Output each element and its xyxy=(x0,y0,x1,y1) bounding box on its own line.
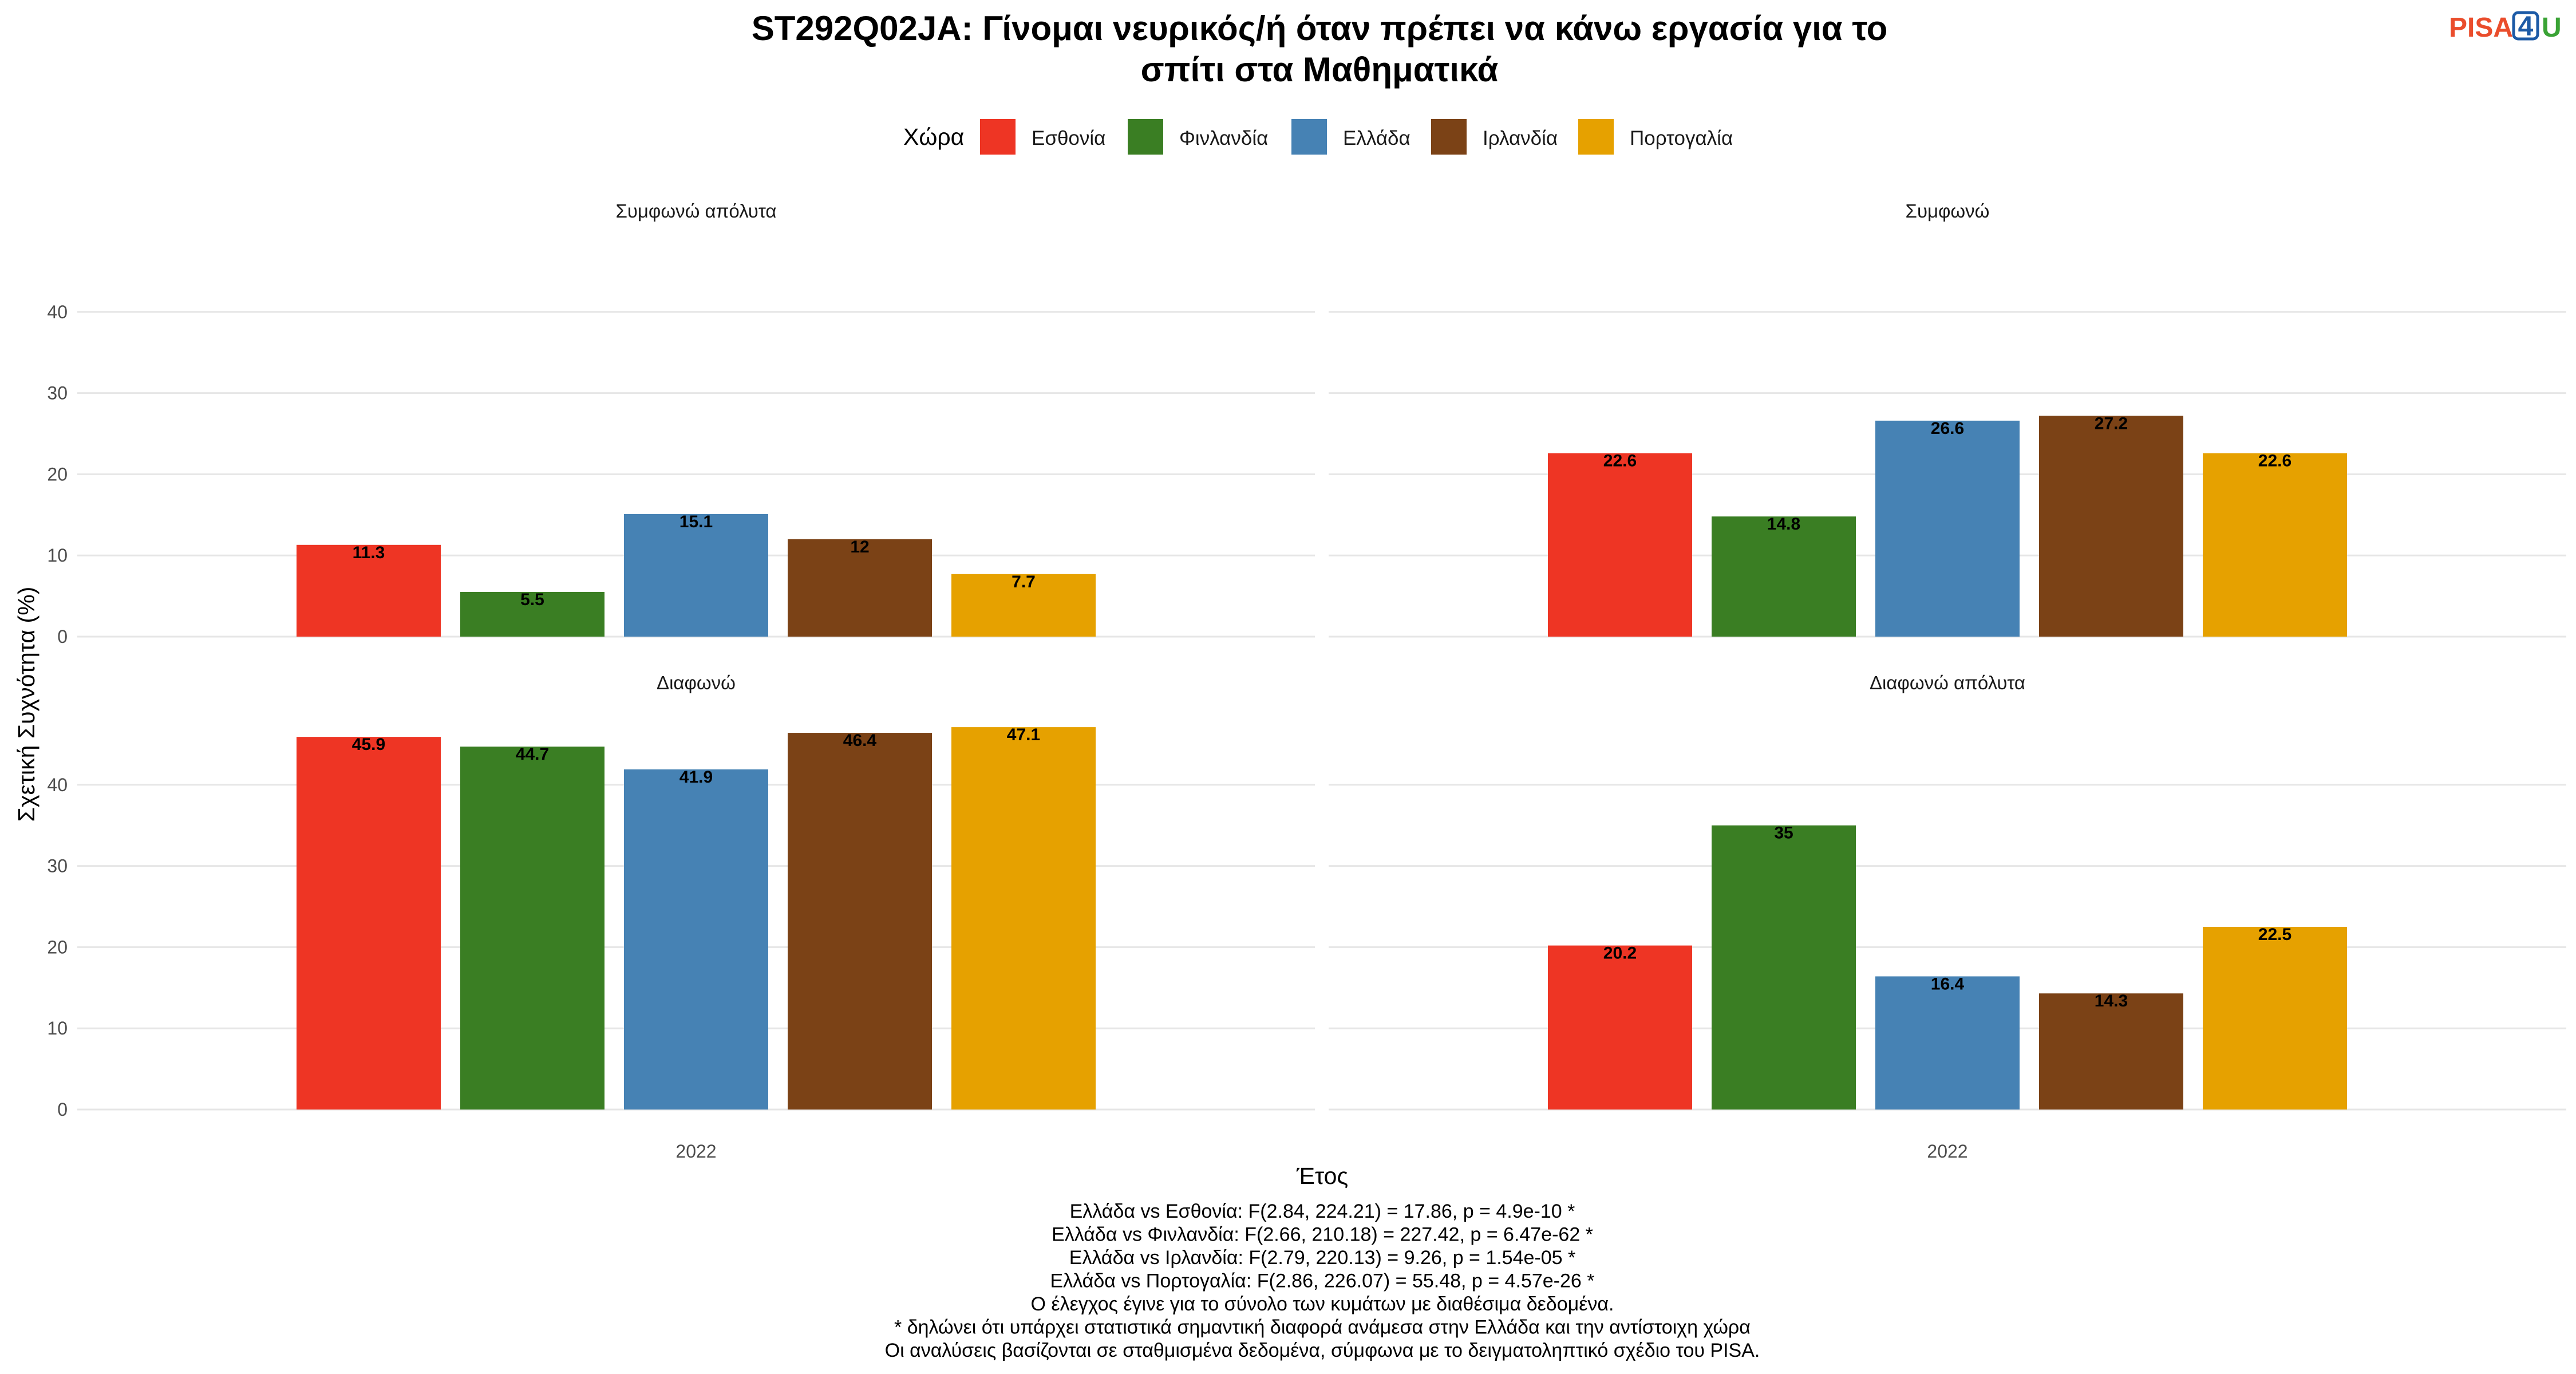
bar-0-3 xyxy=(788,539,932,637)
y-tick-label-2-0: 0 xyxy=(57,1099,68,1120)
bar-value-label-0-4: 7.7 xyxy=(1012,572,1036,591)
bar-value-label-1-2: 26.6 xyxy=(1931,419,1964,438)
bar-3-1 xyxy=(1712,825,1856,1110)
bar-value-label-0-3: 12 xyxy=(850,538,869,556)
bar-3-0 xyxy=(1548,945,1692,1110)
facet-panel-0: Συμφωνώ απόλυτα 0 10 20 30 40 11.3 5.5 15.1 12 7.7 xyxy=(47,200,1315,647)
facet-panels: Συμφωνώ απόλυτα 0 10 20 30 40 11.3 5.5 15.1 12 7.7… xyxy=(47,200,2566,1162)
legend-label-4: Πορτογαλία xyxy=(1630,127,1733,149)
y-tick-label-2-4: 40 xyxy=(47,775,68,795)
chart-title-line-2: σπίτι στα Μαθηματικά xyxy=(1141,50,1499,89)
bar-0-0 xyxy=(297,544,441,637)
footnote-1: Ελλάδα vs Φινλανδία: F(2.66, 210.18) = 2… xyxy=(1052,1224,1593,1246)
y-tick-label-2-3: 30 xyxy=(47,856,68,876)
y-tick-label-2-2: 20 xyxy=(47,937,68,957)
bar-0-4 xyxy=(951,574,1096,637)
bar-value-label-2-3: 46.4 xyxy=(843,731,877,750)
footnote-0: Ελλάδα vs Εσθονία: F(2.84, 224.21) = 17.… xyxy=(1070,1201,1575,1222)
x-axis-title: Έτος xyxy=(1296,1163,1348,1189)
x-tick-label-3: 2022 xyxy=(1927,1141,1967,1162)
bar-value-label-3-3: 14.3 xyxy=(2095,992,2128,1010)
chart-title-line-1: ST292Q02JA: Γίνομαι νευρικός/ή όταν πρέπ… xyxy=(752,9,1888,48)
y-tick-label-0-3: 30 xyxy=(47,383,68,404)
logo-box xyxy=(2512,11,2539,41)
y-tick-label-2-1: 10 xyxy=(47,1018,68,1039)
bar-1-4 xyxy=(2203,453,2347,637)
y-tick-label-0-4: 40 xyxy=(47,302,68,322)
bar-value-label-2-2: 41.9 xyxy=(679,768,713,787)
logo-text-u: U xyxy=(2542,13,2562,43)
x-tick-label-2: 2022 xyxy=(675,1141,716,1162)
legend-title: Χώρα xyxy=(903,124,964,150)
logo-text-4: 4 xyxy=(2518,11,2534,42)
legend-swatch-3 xyxy=(1431,119,1467,155)
bar-value-label-2-1: 44.7 xyxy=(516,745,549,764)
bar-3-4 xyxy=(2203,926,2347,1110)
bar-value-label-1-3: 27.2 xyxy=(2095,414,2128,433)
legend-label-0: Εσθονία xyxy=(1032,127,1105,149)
bar-value-label-3-1: 35 xyxy=(1774,824,1793,843)
legend-label-3: Ιρλανδία xyxy=(1483,127,1558,149)
bar-value-label-1-4: 22.6 xyxy=(2258,452,2291,471)
bar-2-4 xyxy=(951,727,1096,1110)
bar-value-label-2-0: 45.9 xyxy=(352,735,385,754)
facet-title-3: Διαφωνώ απόλυτα xyxy=(1870,672,2025,693)
bar-3-3 xyxy=(2039,993,2183,1110)
bar-1-3 xyxy=(2039,416,2183,637)
bar-2-1 xyxy=(460,747,605,1110)
bar-1-1 xyxy=(1712,516,1856,637)
legend-label-2: Ελλάδα xyxy=(1343,127,1411,149)
footnote-5: * δηλώνει ότι υπάρχει στατιστικά σημαντι… xyxy=(894,1317,1751,1339)
bar-value-label-0-2: 15.1 xyxy=(679,512,713,531)
facet-title-1: Συμφωνώ xyxy=(1906,200,1990,222)
bar-0-2 xyxy=(624,514,768,637)
footnotes: Ελλάδα vs Εσθονία: F(2.84, 224.21) = 17.… xyxy=(885,1201,1760,1361)
legend-swatch-1 xyxy=(1128,119,1163,155)
bar-value-label-2-4: 47.1 xyxy=(1007,725,1040,744)
bar-value-label-3-4: 22.5 xyxy=(2258,925,2291,944)
bar-0-1 xyxy=(460,592,605,637)
facet-panel-3: Διαφωνώ απόλυτα 20.2 35 16.4 14.3 22.5 2022 xyxy=(1329,672,2566,1162)
footnote-3: Ελλάδα vs Πορτογαλία: F(2.86, 226.07) = … xyxy=(1050,1270,1595,1292)
footnote-6: Οι αναλύσεις βασίζονται σε σταθμισμένα δ… xyxy=(885,1340,1760,1361)
logo-text-pisa: PISA xyxy=(2449,13,2513,43)
bar-2-0 xyxy=(297,737,441,1110)
bar-1-2 xyxy=(1875,420,2020,637)
bar-3-2 xyxy=(1875,976,2020,1110)
bar-2-3 xyxy=(788,733,932,1110)
bar-1-0 xyxy=(1548,453,1692,637)
facet-title-0: Συμφωνώ απόλυτα xyxy=(615,200,776,222)
facet-panel-1: Συμφωνώ 22.6 14.8 26.6 27.2 22.6 xyxy=(1329,200,2566,638)
y-tick-label-0-2: 20 xyxy=(47,464,68,484)
legend: Χώρα Εσθονία Φινλανδία Ελλάδα Ιρλανδία Πορτο… xyxy=(903,119,1733,155)
bar-value-label-3-0: 20.2 xyxy=(1603,944,1637,963)
facet-title-2: Διαφωνώ xyxy=(657,672,736,693)
legend-label-1: Φινλανδία xyxy=(1179,127,1268,149)
y-axis-title: Σχετική Συχνότητα (%) xyxy=(13,587,39,822)
y-tick-label-0-0: 0 xyxy=(57,626,68,647)
bar-2-2 xyxy=(624,769,768,1110)
legend-swatch-0 xyxy=(980,119,1016,155)
bar-value-label-0-0: 11.3 xyxy=(353,543,385,562)
bar-value-label-3-2: 16.4 xyxy=(1931,974,1965,993)
footnote-4: Ο έλεγχος έγινε για το σύνολο των κυμάτω… xyxy=(1031,1293,1614,1315)
y-tick-label-0-1: 10 xyxy=(47,545,68,566)
bar-value-label-1-1: 14.8 xyxy=(1767,515,1800,534)
legend-swatch-4 xyxy=(1578,119,1614,155)
footnote-2: Ελλάδα vs Ιρλανδία: F(2.79, 220.13) = 9.… xyxy=(1069,1247,1575,1269)
facet-panel-2: Διαφωνώ 0 10 20 30 40 45.9 44.7 41.9 46.4 47.1 2022 xyxy=(47,672,1315,1162)
bar-value-label-1-0: 22.6 xyxy=(1603,452,1637,471)
bar-value-label-0-1: 5.5 xyxy=(520,590,544,609)
legend-swatch-2 xyxy=(1291,119,1327,155)
pisa4u-logo: PISA 4 U xyxy=(2449,11,2562,43)
